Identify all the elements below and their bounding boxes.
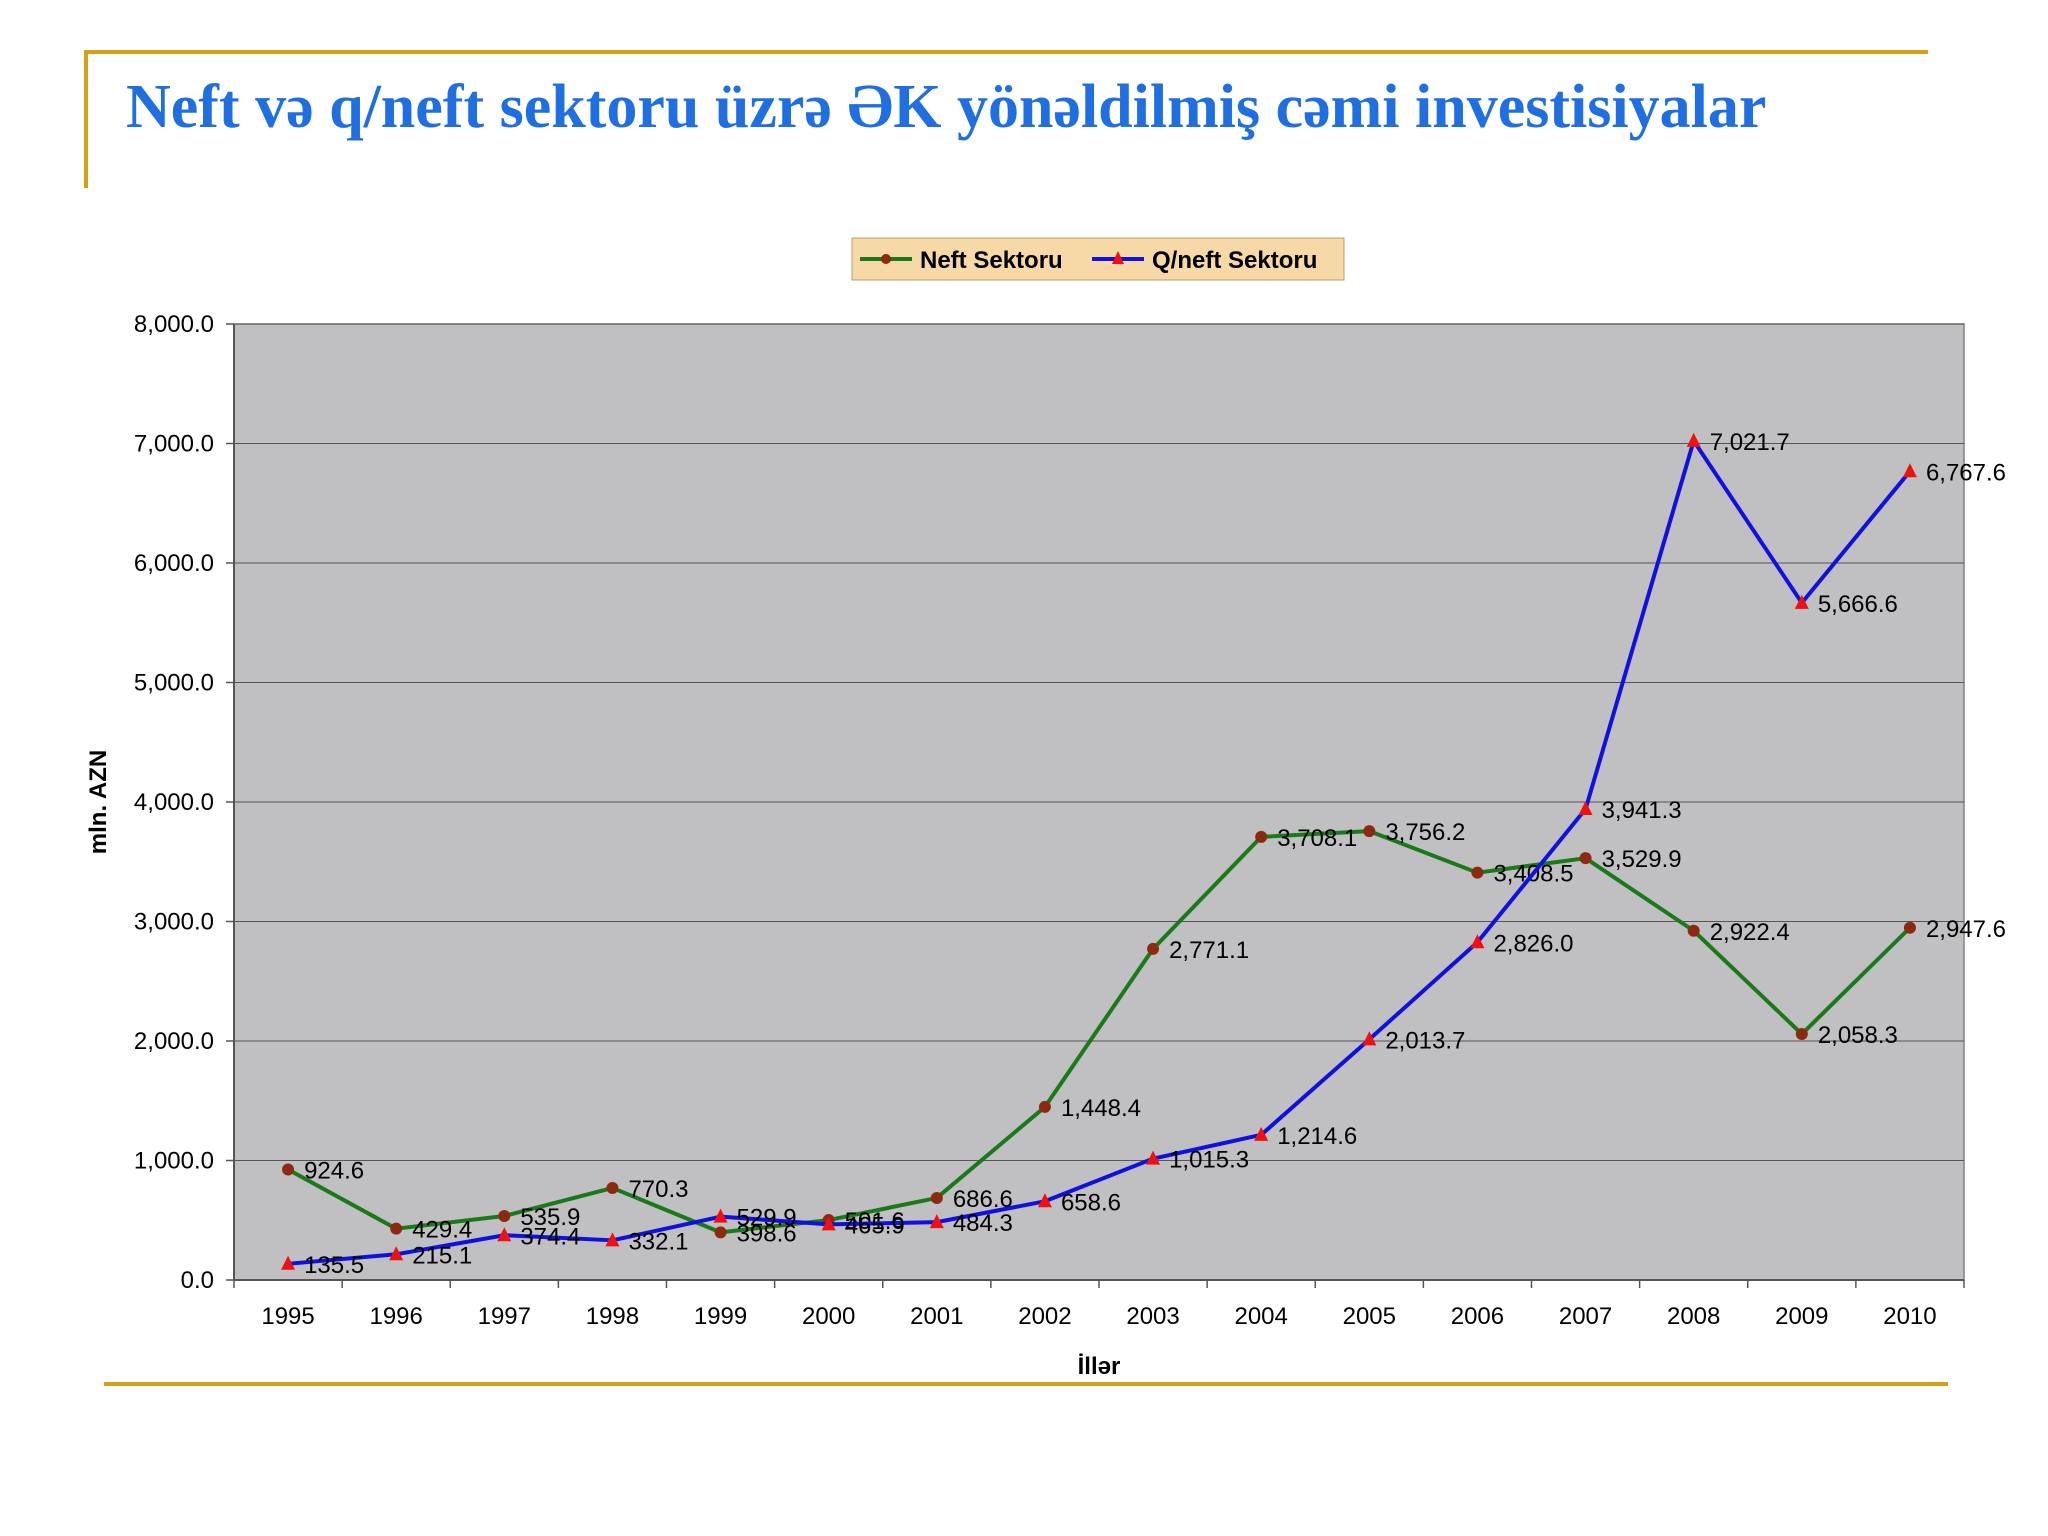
data-point (1903, 921, 1916, 934)
data-point (1037, 1193, 1052, 1208)
x-tick-label: 1999 (694, 1303, 747, 1330)
data-point (1470, 934, 1485, 949)
data-point (1254, 1126, 1269, 1141)
legend-label: Q/neft Sektoru (1152, 247, 1317, 274)
data-point (713, 1208, 728, 1223)
x-tick-label: 2001 (910, 1303, 963, 1330)
data-point (606, 1181, 619, 1194)
y-tick-label: 2,000.0 (134, 1028, 214, 1055)
data-point (498, 1209, 511, 1222)
data-point (1146, 1150, 1161, 1165)
data-point (605, 1232, 620, 1247)
data-point (1578, 801, 1593, 816)
y-tick-label: 3,000.0 (134, 909, 214, 936)
x-tick-label: 1995 (261, 1303, 314, 1330)
series-line (287, 438, 1912, 1266)
x-tick-label: 2000 (802, 1303, 855, 1330)
data-point (1686, 432, 1701, 447)
data-label: 1,214.6 (1277, 1123, 1357, 1150)
data-label: 135.5 (304, 1252, 364, 1279)
data-label: 332.1 (628, 1228, 688, 1255)
x-tick-label: 1998 (586, 1303, 639, 1330)
x-axis-title: İllər (1078, 1353, 1121, 1380)
data-point (1363, 825, 1376, 838)
slide-title: Neft və q/neft sektoru üzrə ƏK yönəldilm… (126, 73, 1767, 141)
data-label: 770.3 (628, 1176, 688, 1203)
data-point (282, 1163, 295, 1176)
data-label: 3,708.1 (1277, 825, 1357, 852)
data-label: 924.6 (304, 1158, 364, 1185)
data-point (1687, 924, 1700, 937)
y-axis-title: mln. AZN (85, 750, 112, 854)
data-label: 529.9 (737, 1205, 797, 1232)
data-label: 2,947.6 (1926, 916, 2006, 943)
data-label: 5,666.6 (1818, 591, 1898, 618)
x-tick-label: 2004 (1234, 1303, 1287, 1330)
data-label: 2,058.3 (1818, 1022, 1898, 1049)
x-tick-label: 1997 (478, 1303, 531, 1330)
data-label: 6,767.6 (1926, 459, 2006, 486)
data-label: 1,448.4 (1061, 1095, 1141, 1122)
x-tick-label: 2002 (1018, 1303, 1071, 1330)
x-tick-label: 2009 (1775, 1303, 1828, 1330)
data-label: 465.9 (845, 1212, 905, 1239)
top-rule (84, 50, 1928, 54)
data-point (821, 1216, 836, 1231)
x-tick-label: 2003 (1126, 1303, 1179, 1330)
y-tick-label: 1,000.0 (134, 1148, 214, 1175)
data-label: 398.6 (737, 1220, 797, 1247)
data-label: 2,826.0 (1493, 930, 1573, 957)
legend-swatch-marker (881, 254, 891, 264)
y-tick-label: 5,000.0 (134, 670, 214, 697)
data-label: 3,941.3 (1602, 797, 1682, 824)
data-point (1794, 594, 1809, 609)
x-tick-label: 2010 (1883, 1303, 1936, 1330)
data-point (1795, 1028, 1808, 1041)
data-label: 215.1 (412, 1242, 472, 1269)
data-point (1471, 866, 1484, 879)
x-tick-label: 2005 (1343, 1303, 1396, 1330)
data-point (714, 1226, 727, 1239)
data-point (1362, 1031, 1377, 1046)
y-tick-label: 6,000.0 (134, 550, 214, 577)
data-point (389, 1246, 404, 1261)
data-point (1902, 463, 1917, 478)
x-tick-label: 2006 (1451, 1303, 1504, 1330)
data-point (497, 1227, 512, 1242)
series-line (287, 829, 1912, 1235)
data-label: 374.4 (520, 1223, 580, 1250)
data-point (281, 1255, 296, 1270)
legend-label: Neft Sektoru (920, 247, 1063, 274)
data-label: 2,922.4 (1710, 919, 1790, 946)
data-label: 3,756.2 (1385, 819, 1465, 846)
y-tick-label: 0.0 (181, 1267, 214, 1294)
data-label: 484.3 (953, 1210, 1013, 1237)
data-label: 2,013.7 (1385, 1027, 1465, 1054)
y-tick-label: 8,000.0 (134, 311, 214, 338)
data-point (930, 1191, 943, 1204)
data-label: 429.4 (412, 1217, 472, 1244)
data-point (1147, 942, 1160, 955)
data-label: 1,015.3 (1169, 1147, 1249, 1174)
x-tick-label: 2008 (1667, 1303, 1720, 1330)
data-label: 535.9 (520, 1204, 580, 1231)
data-label: 3,529.9 (1602, 846, 1682, 873)
data-label: 2,771.1 (1169, 937, 1249, 964)
data-label: 7,021.7 (1710, 429, 1790, 456)
y-tick-label: 7,000.0 (134, 431, 214, 458)
data-label: 658.6 (1061, 1189, 1121, 1216)
x-tick-label: 2007 (1559, 1303, 1612, 1330)
data-point (1038, 1100, 1051, 1113)
y-tick-label: 4,000.0 (134, 789, 214, 816)
bottom-rule (104, 1382, 1948, 1386)
data-point (929, 1214, 944, 1229)
left-rule (84, 50, 88, 188)
x-tick-label: 1996 (369, 1303, 422, 1330)
data-point (1579, 852, 1592, 865)
legend-swatch-marker (1112, 251, 1124, 264)
data-point (1255, 830, 1268, 843)
data-point (390, 1222, 403, 1235)
